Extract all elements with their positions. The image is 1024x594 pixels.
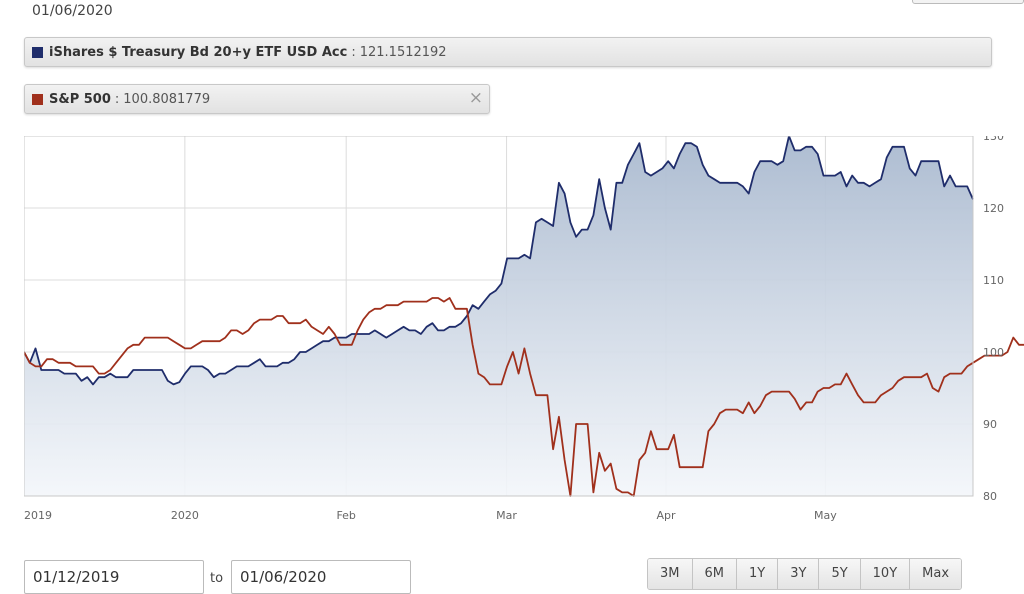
legend-name: iShares $ Treasury Bd 20+y ETF USD Acc <box>49 44 348 60</box>
legend-item-sp500: S&P 500 : 100.8081779 × <box>24 84 490 114</box>
legend-value: 100.8081779 <box>123 91 211 107</box>
x-tick-label: May <box>814 509 837 522</box>
range-button-1y[interactable]: 1Y <box>737 559 779 589</box>
range-button-3y[interactable]: 3Y <box>778 559 820 589</box>
x-tick-label: Mar <box>496 509 517 522</box>
chart-svg: 80 90 100 110 120 130 2019 2020 Feb Mar Apr May <box>23 130 1024 522</box>
range-button-6m[interactable]: 6M <box>692 559 737 589</box>
legend-swatch-sp500 <box>32 93 43 105</box>
y-tick-label: 90 <box>983 418 997 431</box>
x-tick-label: 2019 <box>24 509 52 522</box>
y-tick-label: 100 <box>983 346 1004 359</box>
range-button-max[interactable]: Max <box>910 559 962 589</box>
legend-item-ishares: iShares $ Treasury Bd 20+y ETF USD Acc :… <box>24 37 992 67</box>
x-tick-label: Apr <box>656 509 676 522</box>
legend-name: S&P 500 <box>49 91 111 107</box>
selected-date: 01/06/2020 <box>32 3 113 19</box>
line-chart[interactable]: 80 90 100 110 120 130 2019 2020 Feb Mar Apr May <box>23 130 1024 535</box>
legend-separator: : <box>114 91 120 107</box>
to-date-input[interactable] <box>231 560 411 594</box>
y-tick-label: 80 <box>983 490 997 503</box>
close-icon[interactable]: × <box>468 88 483 108</box>
y-tick-label: 120 <box>983 202 1004 215</box>
range-button-3m[interactable]: 3M <box>648 559 693 589</box>
plot-border <box>23 135 974 497</box>
top-right-control[interactable] <box>912 0 1024 4</box>
series-line-1 <box>23 297 1024 497</box>
range-selector: 3M 6M 1Y 3Y 5Y 10Y Max <box>647 558 963 590</box>
range-button-5y[interactable]: 5Y <box>819 559 861 589</box>
legend-separator: : <box>351 44 356 60</box>
x-tick-label: 2020 <box>171 509 199 522</box>
y-tick-label: 130 <box>983 136 1004 143</box>
series-line-0 <box>23 135 974 386</box>
from-date-input[interactable] <box>24 560 204 594</box>
series-area-0 <box>24 136 973 496</box>
legend-value: 121.1512192 <box>359 44 447 60</box>
to-label: to <box>210 571 224 586</box>
x-tick-label: Feb <box>336 509 355 522</box>
y-tick-label: 110 <box>983 274 1004 287</box>
range-button-10y[interactable]: 10Y <box>860 559 911 589</box>
legend-swatch-ishares <box>32 46 43 58</box>
